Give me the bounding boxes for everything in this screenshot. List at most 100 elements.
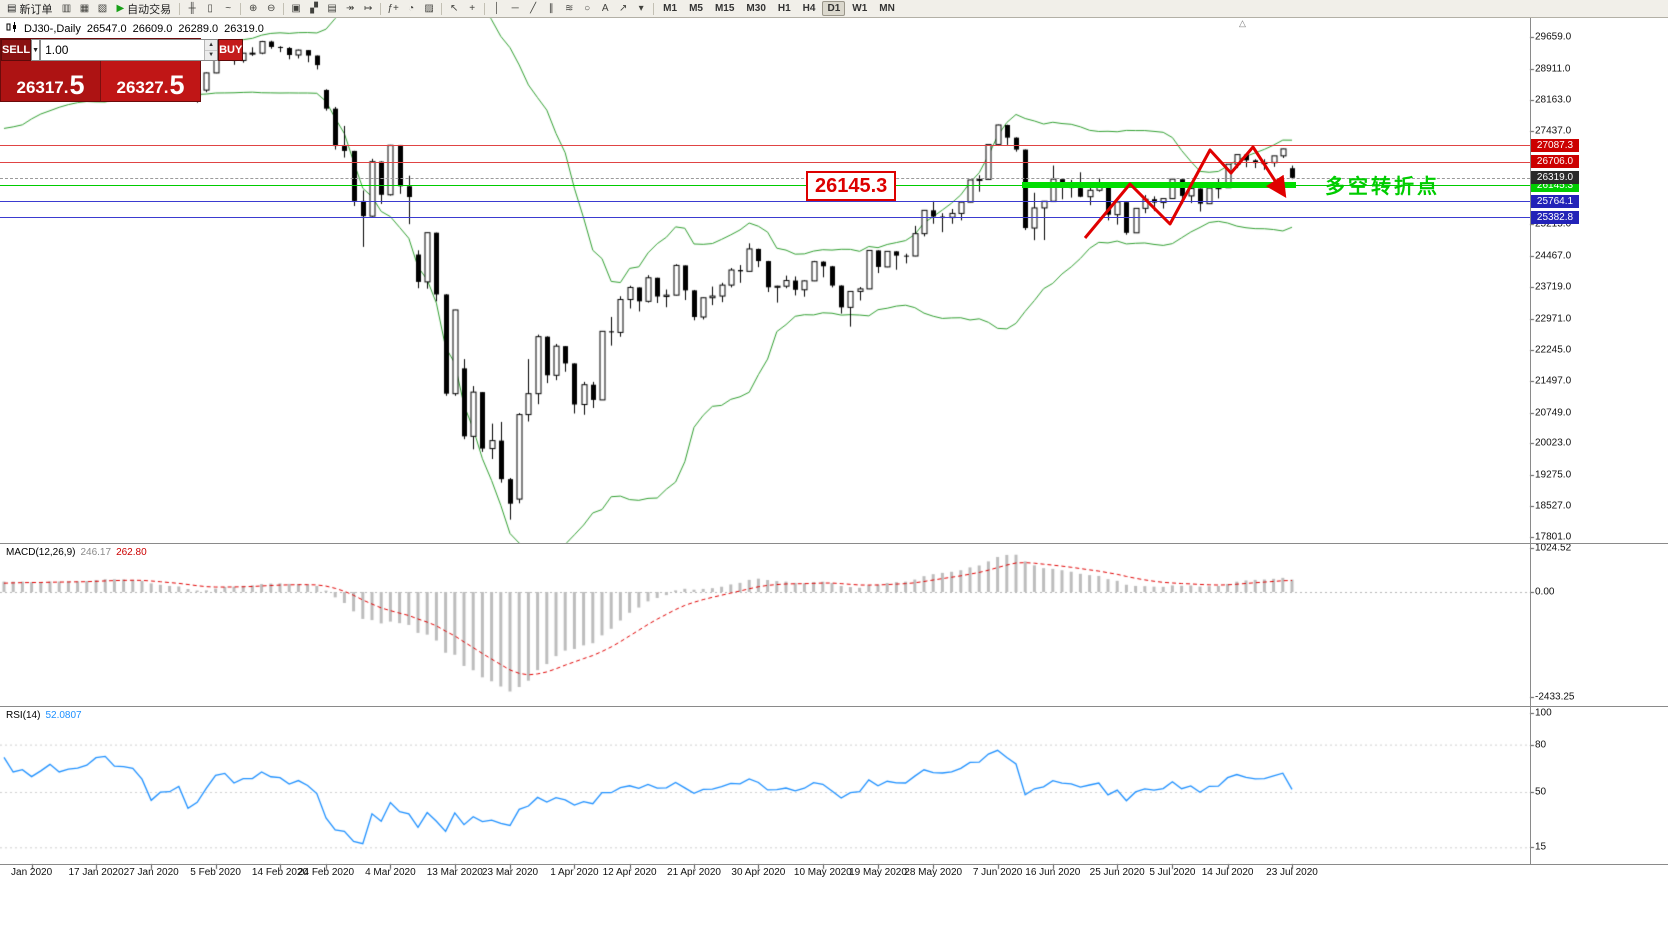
- buy-price-button[interactable]: 26327. 5: [100, 61, 200, 101]
- new-chart-icon[interactable]: ▣: [288, 1, 304, 16]
- crosshair-icon: +: [469, 2, 476, 14]
- cascade-windows-icon: ▤: [327, 2, 337, 14]
- buy-button[interactable]: BUY: [218, 39, 244, 61]
- timeframe-mn[interactable]: MN: [879, 3, 895, 14]
- objects-dropdown-icon[interactable]: ▾: [633, 1, 649, 16]
- periods-icon[interactable]: ◔: [403, 1, 419, 16]
- chart-shift-icon[interactable]: ↦: [360, 1, 376, 16]
- line-chart-icon[interactable]: ~: [220, 1, 236, 16]
- timeframe-m15[interactable]: M15: [714, 3, 735, 14]
- data-window-icon[interactable]: ▦: [76, 1, 92, 16]
- zoom-out-icon: ⊖: [266, 2, 276, 14]
- zoom-out-icon[interactable]: ⊖: [263, 1, 279, 16]
- price-hline[interactable]: [0, 145, 1530, 146]
- chart-high-value: 26609.0: [132, 22, 173, 35]
- toolbar-separator: [653, 2, 655, 15]
- buy-price-pip: 5: [169, 70, 185, 101]
- sell-button[interactable]: SELL: [1, 39, 32, 61]
- new-order-button[interactable]: ▤ 新订单: [2, 1, 57, 16]
- toolbar-separator: [441, 2, 443, 15]
- channel-icon[interactable]: ∥: [543, 1, 559, 16]
- vertical-line-icon: │: [494, 2, 501, 14]
- channel-icon: ∥: [548, 2, 554, 14]
- timeframe-m1[interactable]: M1: [663, 3, 678, 14]
- fibonacci-icon[interactable]: ≋: [561, 1, 577, 16]
- price-hline[interactable]: [0, 217, 1530, 218]
- pane-separator-rsi[interactable]: [0, 706, 1668, 707]
- trendline-icon[interactable]: ╱: [525, 1, 541, 16]
- auto-scroll-icon: ↠: [345, 2, 355, 14]
- timeframe-m5[interactable]: M5: [689, 3, 703, 14]
- cascade-windows-icon[interactable]: ▤: [324, 1, 340, 16]
- timeframe-h1[interactable]: H1: [777, 3, 791, 14]
- market-watch-icon[interactable]: ▥: [58, 1, 74, 16]
- turning-point-note[interactable]: 多空转折点: [1325, 176, 1440, 198]
- templates-icon[interactable]: ▨: [421, 1, 437, 16]
- volume-decrease-button[interactable]: ▼: [205, 50, 218, 60]
- vertical-line-icon[interactable]: │: [489, 1, 505, 16]
- cursor-icon: ↖: [449, 2, 459, 14]
- date-axis-label: 24 Feb 2020: [297, 867, 355, 878]
- price-axis-tick: 25215.0: [1535, 218, 1572, 230]
- indicators-icon[interactable]: ƒ+: [385, 1, 401, 16]
- templates-icon: ▨: [424, 2, 434, 14]
- price-hline-badge: 25382.8: [1531, 210, 1579, 224]
- arrow-tools-icon[interactable]: ↗: [615, 1, 631, 16]
- price-axis-line[interactable]: [1530, 18, 1531, 864]
- toolbar-separator: [283, 2, 285, 15]
- chart-shift-icon: ↦: [363, 2, 373, 14]
- periods-icon: ◔: [408, 2, 415, 14]
- date-axis-label: 25 Jun 2020: [1089, 867, 1145, 878]
- crosshair-icon[interactable]: +: [464, 1, 480, 16]
- price-axis-tick: 28911.0: [1535, 63, 1571, 75]
- support-zone-line[interactable]: [1022, 182, 1296, 188]
- price-axis-tick: 20023.0: [1535, 437, 1572, 449]
- price-axis-tick: 19275.0: [1535, 469, 1572, 481]
- candlestick-chart-icon[interactable]: ▯: [202, 1, 218, 16]
- price-hline[interactable]: [0, 162, 1530, 163]
- new-order-button-label: 新订单: [19, 3, 53, 16]
- timeframe-w1[interactable]: W1: [852, 3, 868, 14]
- price-axis-tick: 28163.0: [1535, 94, 1572, 106]
- chart-symbol-icon: [6, 21, 18, 36]
- indicators-icon: ƒ+: [387, 2, 399, 14]
- navigator-icon[interactable]: ▧: [94, 1, 110, 16]
- volume-input[interactable]: [41, 40, 205, 60]
- chart-open-value: 26547.0: [86, 22, 127, 35]
- price-axis-tick: 24467.0: [1535, 250, 1572, 262]
- volume-increase-button[interactable]: ▲: [205, 40, 218, 51]
- volume-dropdown-button[interactable]: ▼: [31, 39, 41, 61]
- horizontal-line-icon[interactable]: ─: [507, 1, 523, 16]
- sell-price-button[interactable]: 26317. 5: [1, 61, 100, 101]
- price-hline[interactable]: [0, 185, 1530, 186]
- zoom-in-icon[interactable]: ⊕: [245, 1, 261, 16]
- bar-chart-icon[interactable]: ╫: [184, 1, 200, 16]
- macd-axis-tick: -2433.25: [1535, 691, 1575, 703]
- timeframe-h4[interactable]: H4: [802, 3, 816, 14]
- bar-chart-icon: ╫: [188, 2, 196, 14]
- toolbar-separator: [380, 2, 382, 15]
- text-label-icon[interactable]: A: [597, 1, 613, 16]
- price-axis-tick: 27437.0: [1535, 125, 1572, 137]
- timeframe-d1[interactable]: D1: [822, 1, 846, 16]
- date-axis-label: 12 Apr 2020: [602, 867, 657, 878]
- date-axis-label: 19 May 2020: [849, 867, 907, 878]
- shapes-icon[interactable]: ○: [579, 1, 595, 16]
- price-hline[interactable]: [0, 201, 1530, 202]
- price-level-flag[interactable]: 26145.3: [806, 171, 897, 201]
- toolbar: ▤ 新订单 ▥ ▦ ▧ ▶ 自动交易 ╫ ▯ ~ ⊕ ⊖ ▣ ▞ ▤ ↠ ↦ ƒ+ ◔ ▨ ↖ + │ ─ ╱ ∥ ≋ ○ A ↗ ▾ M1 M…: [0, 0, 1668, 18]
- auto-scroll-icon[interactable]: ↠: [342, 1, 358, 16]
- rsi-axis-tick: 80: [1535, 739, 1547, 751]
- chart-ohlc-header: DJ30-,Daily 26547.0 26609.0 26289.0 2631…: [6, 21, 264, 36]
- bid-price-line: [0, 178, 1530, 179]
- cursor-icon[interactable]: ↖: [446, 1, 462, 16]
- text-label-icon: A: [601, 2, 609, 14]
- date-axis-label: 14 Feb 2020: [251, 867, 309, 878]
- auto-trading-button[interactable]: ▶ 自动交易: [111, 1, 176, 16]
- tile-windows-icon[interactable]: ▞: [306, 1, 322, 16]
- timeframe-m30[interactable]: M30: [746, 3, 766, 14]
- price-hline-badge: 25764.1: [1531, 194, 1579, 208]
- chart-shift-marker[interactable]: △: [1239, 18, 1246, 28]
- pane-separator-macd[interactable]: [0, 543, 1668, 544]
